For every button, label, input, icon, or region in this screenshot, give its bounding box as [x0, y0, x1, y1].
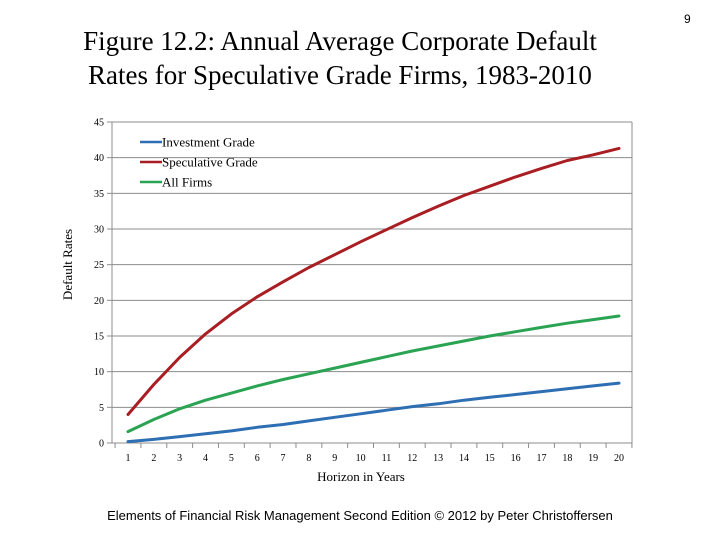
series-line-investment-grade — [126, 381, 621, 444]
x-tick-label: 7 — [281, 453, 286, 464]
x-tick-label: 14 — [459, 453, 469, 464]
title-line-1: Figure 12.2: Annual Average Corporate De… — [83, 26, 597, 56]
x-tick-label: 20 — [614, 453, 624, 464]
series-line-all-firms — [126, 314, 621, 434]
x-tick-label: 19 — [588, 453, 598, 464]
footer-credit: Elements of Financial Risk Management Se… — [107, 508, 613, 523]
y-tick-label: 15 — [94, 332, 104, 343]
x-tick-label: 17 — [536, 453, 546, 464]
x-tick-label: 10 — [356, 453, 366, 464]
x-tick-label: 13 — [433, 453, 443, 464]
legend-label-investment-grade: Investment Grade — [162, 135, 255, 150]
x-tick-label: 3 — [177, 453, 182, 464]
y-tick-label: 0 — [99, 439, 104, 450]
x-tick-label: 8 — [306, 453, 311, 464]
x-axis-label: Horizon in Years — [317, 469, 405, 484]
y-tick-label: 25 — [94, 260, 104, 271]
y-axis-label: Default Rates — [60, 229, 75, 300]
legend-label-speculative-grade: Speculative Grade — [162, 155, 258, 170]
x-tick-label: 4 — [203, 453, 208, 464]
y-tick-label: 10 — [94, 367, 104, 378]
y-tick-label: 40 — [94, 153, 104, 164]
y-tick-label: 20 — [94, 296, 104, 307]
x-tick-label: 11 — [382, 453, 392, 464]
legend-label-all-firms: All Firms — [162, 175, 212, 190]
x-tick-label: 5 — [229, 453, 234, 464]
y-tick-label: 30 — [94, 225, 104, 236]
page-number: 9 — [684, 12, 691, 26]
x-tick-label: 15 — [485, 453, 495, 464]
x-tick-label: 6 — [255, 453, 260, 464]
series-lines — [126, 146, 621, 444]
y-tick-label: 45 — [94, 118, 104, 129]
x-tick-label: 12 — [407, 453, 417, 464]
x-tick-label: 2 — [151, 453, 156, 464]
y-tick-label: 35 — [94, 189, 104, 200]
slide-title: Figure 12.2: Annual Average Corporate De… — [40, 24, 640, 92]
x-tick-label: 16 — [511, 453, 521, 464]
x-tick-label: 18 — [562, 453, 572, 464]
title-line-2: Rates for Speculative Grade Firms, 1983-… — [88, 60, 592, 90]
x-tick-label: 9 — [332, 453, 337, 464]
legend: Investment Grade Speculative Grade All Fir… — [140, 135, 258, 190]
gridlines — [112, 121, 633, 443]
y-tick-label: 5 — [99, 403, 104, 414]
series-line-speculative-grade — [126, 146, 621, 416]
x-tick-label: 1 — [126, 453, 131, 464]
